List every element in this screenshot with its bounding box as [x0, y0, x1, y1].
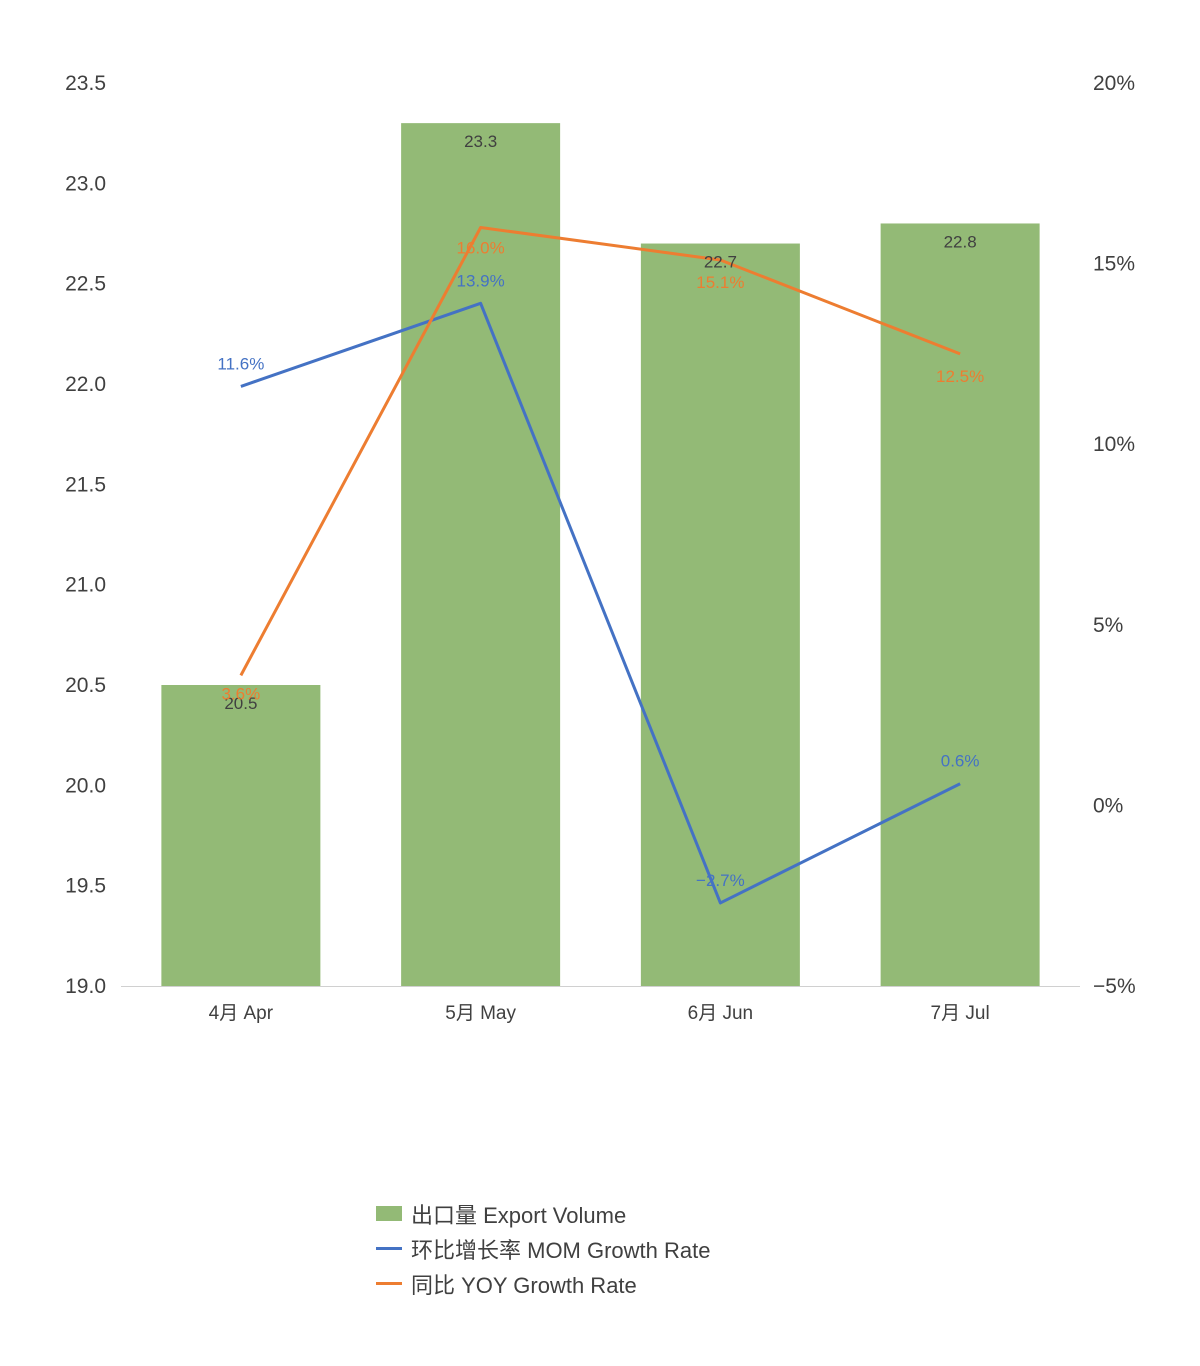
- y-left-tick-label: 19.5: [65, 875, 106, 898]
- legend-label-yoy-growth-rate: 同比 YOY Growth Rate: [411, 1272, 637, 1298]
- bar-export-volume: [880, 223, 1040, 986]
- bar-export-volume: [401, 123, 561, 987]
- y-right-tick-label: 10%: [1093, 433, 1135, 456]
- data-label-export-volume: 23.3: [464, 132, 497, 151]
- data-label-yoy-growth-rate: 12.5%: [936, 367, 984, 386]
- line-yoy-growth-rate: [239, 225, 961, 677]
- data-label-yoy-growth-rate: 16.0%: [457, 238, 505, 257]
- line-mom-growth-rate: [240, 301, 961, 905]
- data-label-export-volume: 20.5: [224, 694, 257, 713]
- data-label-mom-growth-rate: 13.9%: [457, 271, 505, 290]
- data-label-export-volume: 22.8: [944, 232, 977, 251]
- y-left-tick-label: 22.5: [65, 273, 106, 296]
- x-category-label: 4月 Apr: [209, 1003, 274, 1024]
- data-label-mom-growth-rate: 0.6%: [941, 752, 980, 771]
- y-left-tick-label: 19.0: [65, 975, 106, 998]
- x-category-label: 5月 May: [445, 1003, 516, 1024]
- data-label-mom-growth-rate: −2.7%: [696, 871, 745, 890]
- y-right-tick-label: 20%: [1093, 72, 1135, 95]
- y-left-tick-label: 22.0: [65, 373, 106, 396]
- legend-swatch-export-volume: [376, 1206, 402, 1221]
- y-left-tick-label: 20.5: [65, 674, 106, 697]
- y-left-tick-label: 20.0: [65, 774, 106, 797]
- legend: 出口量 Export Volume 环比增长率 MOM Growth Rate …: [376, 1196, 710, 1301]
- legend-item-yoy-growth-rate: 同比 YOY Growth Rate: [376, 1266, 710, 1301]
- y-right-tick-label: 5%: [1093, 614, 1123, 637]
- legend-swatch-yoy-growth-rate: [376, 1282, 402, 1285]
- data-label-yoy-growth-rate: 15.1%: [696, 273, 744, 292]
- legend-swatch-mom-growth-rate: [376, 1247, 402, 1250]
- legend-item-mom-growth-rate: 环比增长率 MOM Growth Rate: [376, 1231, 710, 1266]
- bar-export-volume: [640, 243, 800, 987]
- bar-export-volume: [161, 685, 321, 986]
- y-left-tick-label: 21.5: [65, 473, 106, 496]
- data-label-yoy-growth-rate: 3.6%: [222, 684, 261, 703]
- y-right-tick-label: −5%: [1093, 975, 1136, 998]
- legend-item-export-volume: 出口量 Export Volume: [376, 1196, 710, 1231]
- legend-label-export-volume: 出口量 Export Volume: [411, 1202, 627, 1228]
- y-right-tick-label: 0%: [1093, 794, 1123, 817]
- y-left-tick-label: 23.0: [65, 172, 106, 195]
- x-category-label: 7月 Jul: [931, 1003, 990, 1024]
- y-left-tick-label: 23.5: [65, 72, 106, 95]
- data-label-export-volume: 22.7: [704, 253, 737, 272]
- y-left-tick-label: 21.0: [65, 574, 106, 597]
- x-category-label: 6月 Jun: [688, 1003, 753, 1024]
- y-right-tick-label: 15%: [1093, 253, 1135, 276]
- legend-label-mom-growth-rate: 环比增长率 MOM Growth Rate: [411, 1237, 711, 1263]
- data-label-mom-growth-rate: 11.6%: [217, 354, 264, 373]
